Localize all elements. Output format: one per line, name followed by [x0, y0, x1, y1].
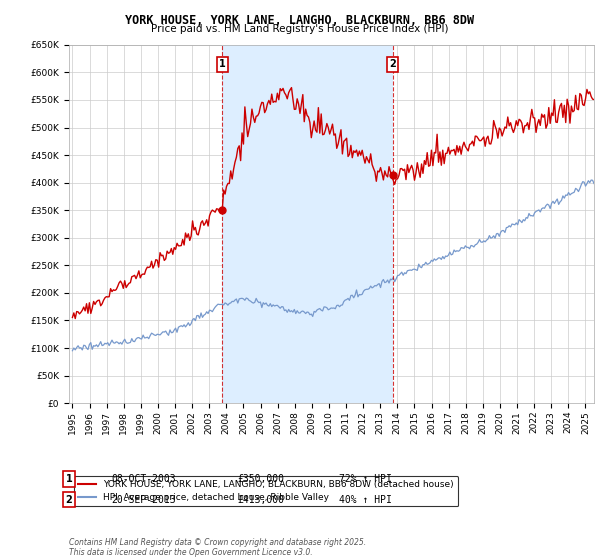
Text: YORK HOUSE, YORK LANE, LANGHO, BLACKBURN, BB6 8DW: YORK HOUSE, YORK LANE, LANGHO, BLACKBURN…: [125, 14, 475, 27]
Text: £413,000: £413,000: [237, 494, 284, 505]
Text: 1: 1: [219, 59, 226, 69]
Text: £350,000: £350,000: [237, 474, 284, 484]
Text: 2: 2: [65, 494, 73, 505]
Bar: [223, 45, 392, 403]
Text: 72% ↑ HPI: 72% ↑ HPI: [339, 474, 392, 484]
Text: 20-SEP-2013: 20-SEP-2013: [111, 494, 176, 505]
Text: 2: 2: [389, 59, 396, 69]
Text: 1: 1: [65, 474, 73, 484]
Text: 08-OCT-2003: 08-OCT-2003: [111, 474, 176, 484]
Text: Price paid vs. HM Land Registry's House Price Index (HPI): Price paid vs. HM Land Registry's House …: [151, 24, 449, 34]
Text: Contains HM Land Registry data © Crown copyright and database right 2025.
This d: Contains HM Land Registry data © Crown c…: [69, 538, 366, 557]
Text: 40% ↑ HPI: 40% ↑ HPI: [339, 494, 392, 505]
Legend: YORK HOUSE, YORK LANE, LANGHO, BLACKBURN, BB6 8DW (detached house), HPI: Average: YORK HOUSE, YORK LANE, LANGHO, BLACKBURN…: [74, 476, 458, 506]
